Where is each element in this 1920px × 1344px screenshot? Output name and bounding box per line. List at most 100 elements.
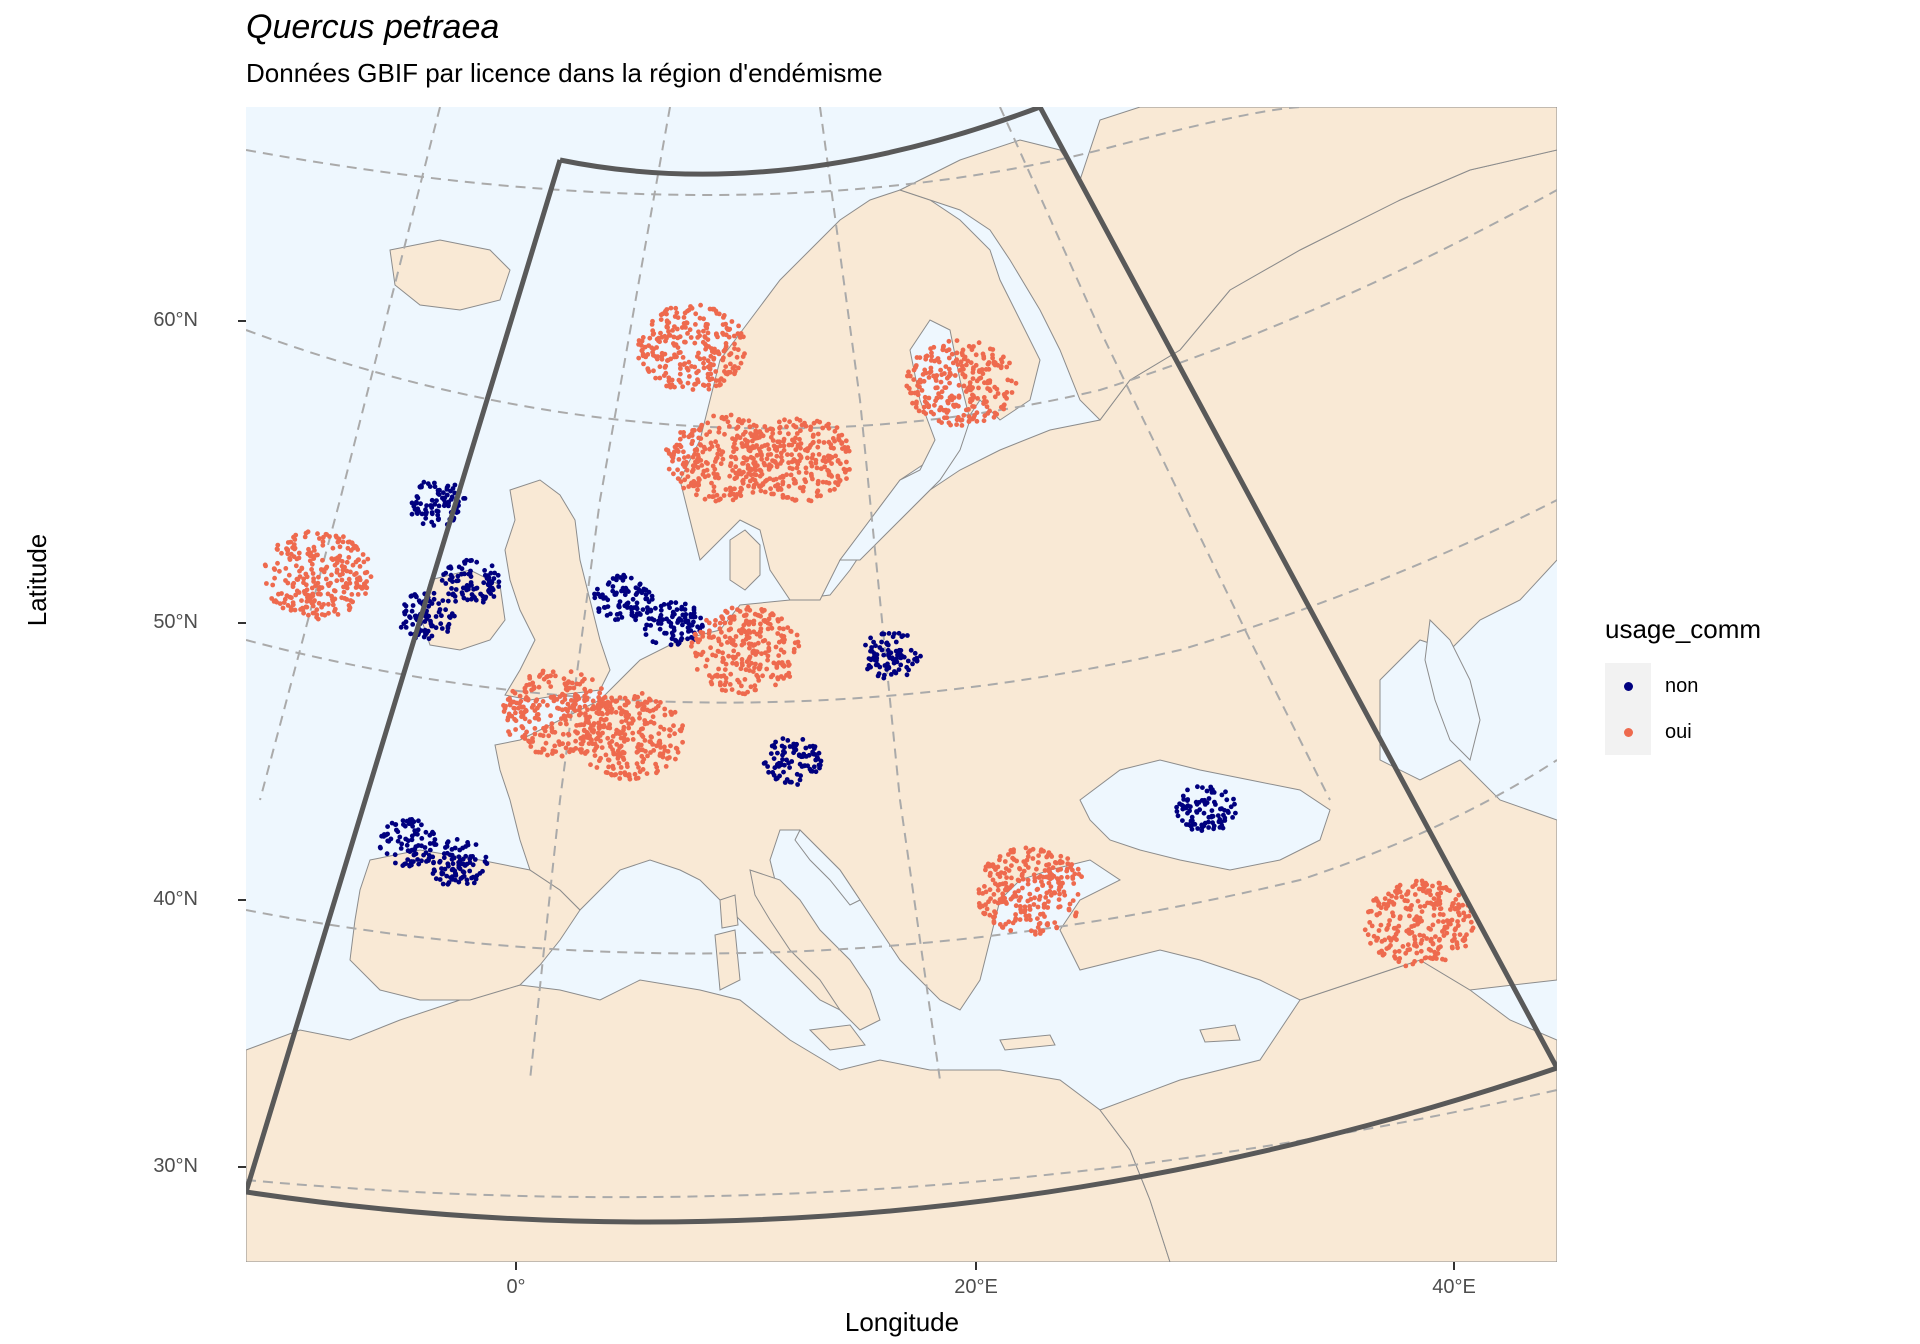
- occurrence-point-non: [811, 764, 817, 770]
- occurrence-point-oui: [699, 463, 705, 468]
- occurrence-point-oui: [803, 470, 809, 475]
- occurrence-point-non: [800, 737, 806, 742]
- occurrence-point-non: [668, 623, 674, 629]
- occurrence-point-oui: [976, 890, 982, 896]
- occurrence-point-oui: [1028, 917, 1033, 923]
- occurrence-point-oui: [657, 751, 663, 757]
- occurrence-point-oui: [794, 465, 800, 471]
- occurrence-point-oui: [926, 375, 932, 380]
- occurrence-point-oui: [704, 325, 710, 331]
- occurrence-point-oui: [600, 730, 605, 736]
- occurrence-point-oui: [326, 601, 331, 607]
- occurrence-point-oui: [640, 335, 646, 340]
- occurrence-point-oui: [717, 680, 723, 686]
- occurrence-point-oui: [981, 355, 987, 361]
- occurrence-point-non: [409, 500, 415, 506]
- occurrence-point-oui: [731, 648, 737, 654]
- occurrence-point-oui: [634, 761, 640, 767]
- occurrence-point-oui: [680, 723, 685, 729]
- occurrence-point-oui: [316, 600, 322, 606]
- occurrence-point-oui: [956, 403, 961, 409]
- occurrence-point-oui: [293, 563, 299, 569]
- occurrence-point-oui: [1374, 938, 1379, 943]
- occurrence-point-oui: [344, 568, 350, 574]
- occurrence-point-oui: [795, 639, 801, 645]
- occurrence-point-oui: [697, 356, 703, 362]
- occurrence-point-oui: [1426, 925, 1432, 931]
- occurrence-point-oui: [1428, 948, 1434, 953]
- occurrence-point-oui: [625, 737, 630, 743]
- occurrence-point-oui: [742, 443, 748, 449]
- occurrence-point-oui: [833, 453, 838, 459]
- occurrence-point-non: [1216, 819, 1222, 825]
- occurrence-point-oui: [980, 891, 986, 896]
- occurrence-point-non: [398, 624, 404, 630]
- occurrence-point-oui: [533, 698, 539, 704]
- occurrence-point-oui: [799, 422, 805, 428]
- occurrence-point-oui: [945, 400, 951, 406]
- occurrence-point-oui: [922, 367, 928, 373]
- occurrence-point-oui: [727, 485, 733, 491]
- occurrence-point-oui: [550, 748, 556, 754]
- occurrence-point-oui: [346, 576, 352, 582]
- occurrence-point-oui: [1409, 930, 1415, 935]
- occurrence-point-oui: [716, 447, 722, 453]
- occurrence-point-non: [805, 763, 811, 769]
- occurrence-point-oui: [291, 542, 297, 547]
- occurrence-point-oui: [769, 611, 775, 616]
- occurrence-point-non: [461, 595, 467, 601]
- occurrence-point-non: [464, 877, 470, 883]
- occurrence-point-oui: [540, 733, 546, 739]
- occurrence-point-oui: [1040, 883, 1045, 888]
- occurrence-point-oui: [323, 576, 329, 582]
- occurrence-point-oui: [611, 766, 616, 771]
- occurrence-point-oui: [828, 472, 834, 478]
- occurrence-point-non: [441, 503, 447, 509]
- occurrence-point-oui: [1388, 938, 1394, 943]
- occurrence-point-oui: [1022, 904, 1028, 910]
- occurrence-point-non: [1185, 798, 1190, 803]
- occurrence-point-oui: [288, 539, 294, 545]
- occurrence-point-non: [449, 586, 454, 591]
- occurrence-point-oui: [781, 663, 787, 669]
- occurrence-point-oui: [722, 634, 728, 640]
- occurrence-point-oui: [1012, 890, 1018, 896]
- occurrence-point-oui: [1037, 920, 1043, 926]
- occurrence-point-oui: [991, 864, 997, 870]
- occurrence-point-oui: [689, 643, 694, 649]
- occurrence-point-oui: [935, 356, 940, 362]
- occurrence-point-oui: [966, 407, 971, 412]
- occurrence-point-non: [910, 661, 915, 667]
- occurrence-point-oui: [747, 466, 753, 471]
- occurrence-point-oui: [709, 346, 714, 351]
- occurrence-point-non: [1224, 797, 1230, 803]
- occurrence-point-oui: [1016, 898, 1022, 903]
- occurrence-point-oui: [839, 441, 845, 446]
- occurrence-point-oui: [798, 428, 803, 434]
- occurrence-point-oui: [972, 413, 977, 418]
- occurrence-point-non: [405, 848, 411, 854]
- occurrence-point-oui: [298, 607, 303, 612]
- occurrence-point-non: [882, 672, 887, 678]
- occurrence-point-oui: [765, 620, 771, 626]
- occurrence-point-oui: [834, 425, 840, 430]
- occurrence-point-non: [452, 482, 458, 488]
- occurrence-point-non: [468, 854, 474, 859]
- occurrence-point-oui: [727, 424, 732, 429]
- occurrence-point-oui: [1362, 927, 1368, 933]
- occurrence-point-oui: [705, 358, 711, 364]
- occurrence-point-oui: [711, 634, 716, 640]
- occurrence-point-non: [592, 591, 597, 597]
- occurrence-point-non: [879, 639, 884, 645]
- occurrence-point-oui: [1468, 919, 1474, 925]
- occurrence-point-oui: [526, 738, 531, 744]
- occurrence-point-oui: [1031, 872, 1037, 878]
- occurrence-point-oui: [1392, 949, 1398, 955]
- occurrence-point-oui: [512, 716, 517, 722]
- occurrence-point-oui: [689, 305, 695, 311]
- occurrence-point-oui: [766, 446, 772, 452]
- occurrence-point-oui: [1388, 943, 1393, 948]
- occurrence-point-oui: [356, 557, 361, 563]
- occurrence-point-oui: [1017, 904, 1023, 909]
- occurrence-point-oui: [637, 715, 642, 721]
